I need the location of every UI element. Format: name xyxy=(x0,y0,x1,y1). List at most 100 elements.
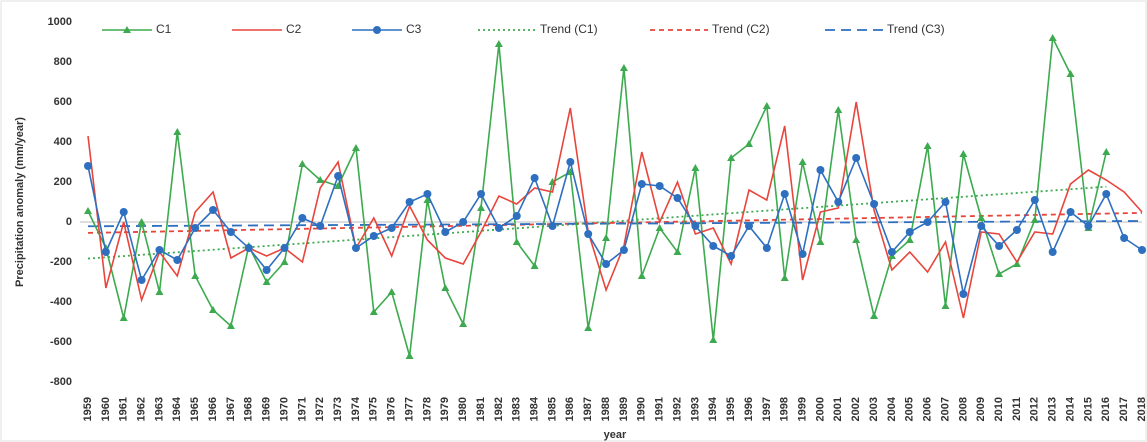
point xyxy=(280,258,289,265)
point xyxy=(209,206,218,214)
point xyxy=(762,102,771,109)
x-tick-label: 1959 xyxy=(82,397,94,421)
x-tick-label: 1998 xyxy=(779,397,791,421)
point xyxy=(423,190,432,198)
trend-line xyxy=(87,185,1107,260)
point xyxy=(887,248,896,256)
y-tick-label: 0 xyxy=(66,216,72,228)
point xyxy=(709,242,718,250)
x-tick-label: 2002 xyxy=(850,397,862,421)
x-tick-label: 1981 xyxy=(475,397,487,421)
point xyxy=(119,208,128,216)
point xyxy=(780,274,789,281)
point xyxy=(512,238,521,245)
x-tick-label: 1967 xyxy=(225,397,237,421)
point xyxy=(441,228,450,236)
x-tick-label: 1990 xyxy=(636,397,648,421)
point xyxy=(816,238,825,245)
point xyxy=(369,308,378,315)
x-tick-label: 1974 xyxy=(350,396,362,421)
x-tick-label: 1980 xyxy=(457,397,469,421)
x-tick-label: 1961 xyxy=(118,397,130,421)
point xyxy=(459,218,468,226)
point xyxy=(798,250,807,258)
x-tick-label: 1964 xyxy=(171,396,183,421)
legend-label: Trend (C1) xyxy=(540,22,598,36)
point xyxy=(691,164,700,171)
point xyxy=(602,260,611,268)
x-tick-label: 1978 xyxy=(421,397,433,421)
point xyxy=(637,272,646,279)
x-tick-label: 1999 xyxy=(796,397,808,421)
point xyxy=(191,224,200,232)
point xyxy=(905,228,914,236)
x-tick-label: 2007 xyxy=(939,397,951,421)
legend-label: Trend (C2) xyxy=(712,22,770,36)
point xyxy=(137,276,146,284)
point xyxy=(84,207,92,214)
y-axis-label: Precipitation anomaly (mm/year) xyxy=(14,117,26,287)
y-tick-label: 200 xyxy=(54,176,72,188)
x-tick-label: 2017 xyxy=(1118,397,1130,421)
x-tick-label: 1966 xyxy=(207,397,219,421)
point xyxy=(423,196,432,203)
point xyxy=(762,244,771,252)
point xyxy=(923,218,932,226)
x-tick-label: 1971 xyxy=(296,397,308,421)
x-tick-label: 1986 xyxy=(564,397,576,421)
point xyxy=(351,244,360,252)
legend: C1 C2 C3 Trend (C1) Trend (C2) Trend (C3) xyxy=(102,22,945,36)
point xyxy=(209,306,218,313)
point xyxy=(173,128,182,135)
legend-label: C3 xyxy=(406,22,422,36)
x-tick-label: 1979 xyxy=(439,397,451,421)
series-line xyxy=(87,155,1143,295)
point xyxy=(655,182,664,190)
x-tick-label: 2008 xyxy=(957,397,969,421)
point xyxy=(852,154,861,162)
point xyxy=(137,218,146,225)
x-tick-label: 1991 xyxy=(654,397,666,421)
point xyxy=(1030,196,1039,204)
point xyxy=(619,246,628,254)
point xyxy=(584,230,593,238)
point xyxy=(870,200,879,208)
point xyxy=(780,190,789,198)
point xyxy=(1012,260,1021,267)
x-tick-label: 2016 xyxy=(1100,397,1112,421)
point xyxy=(995,242,1004,250)
y-tick-label: -400 xyxy=(50,296,72,308)
point xyxy=(477,204,486,211)
point xyxy=(84,162,92,170)
point xyxy=(959,290,968,298)
point xyxy=(1138,246,1146,254)
point xyxy=(280,244,289,252)
y-tick-label: -200 xyxy=(50,256,72,268)
point xyxy=(691,222,700,230)
point xyxy=(566,158,575,166)
point xyxy=(834,106,843,113)
x-tick-label: 1965 xyxy=(189,397,201,421)
series-line xyxy=(87,101,1143,319)
x-tick-label: 1969 xyxy=(261,397,273,421)
x-tick-label: 1989 xyxy=(618,397,630,421)
x-tick-label: 1987 xyxy=(582,397,594,421)
point xyxy=(673,248,682,255)
point xyxy=(1102,148,1111,155)
point xyxy=(316,222,325,230)
point xyxy=(1084,222,1093,230)
point xyxy=(1048,34,1057,41)
point xyxy=(155,288,164,295)
y-tick-label: 600 xyxy=(54,96,72,108)
x-tick-label: 1977 xyxy=(403,397,415,421)
point xyxy=(262,266,271,274)
point xyxy=(226,322,235,329)
x-tick-label: 1984 xyxy=(529,396,541,421)
x-tick-label: 2001 xyxy=(832,397,844,421)
x-tick-label: 1985 xyxy=(546,397,558,421)
series-line xyxy=(87,35,1108,357)
point xyxy=(530,174,539,182)
x-tick-label: 2015 xyxy=(1082,397,1094,421)
point xyxy=(584,324,593,331)
point xyxy=(405,352,414,359)
